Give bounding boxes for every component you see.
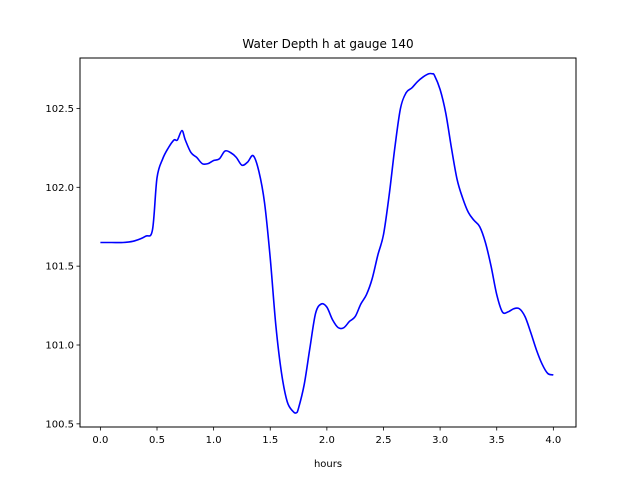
x-tick-label: 3.0 [432, 435, 448, 446]
y-axis-ticks: 100.5 101.0 101.5 102.0 102.5 [45, 104, 80, 430]
y-tick-label: 101.5 [45, 262, 74, 273]
x-tick-label: 2.5 [376, 435, 392, 446]
y-tick-label: 100.5 [45, 419, 74, 430]
x-axis-ticks: 0.0 0.5 1.0 1.5 2.0 2.5 3.0 3.5 4.0 [92, 427, 561, 446]
x-tick-label: 1.0 [206, 435, 222, 446]
chart-title: Water Depth h at gauge 140 [242, 37, 413, 51]
y-tick-label: 102.0 [45, 183, 74, 194]
x-tick-label: 2.0 [319, 435, 335, 446]
y-tick-label: 102.5 [45, 104, 74, 115]
series-layer [100, 72, 554, 414]
y-tick-label: 101.0 [45, 341, 74, 352]
series-line [100, 72, 554, 414]
x-tick-label: 3.5 [489, 435, 505, 446]
plot-area [79, 57, 577, 428]
x-tick-label: 1.5 [262, 435, 278, 446]
x-tick-label: 0.0 [92, 435, 108, 446]
x-tick-label: 0.5 [149, 435, 165, 446]
x-tick-label: 4.0 [545, 435, 561, 446]
x-axis-label: hours [314, 459, 342, 470]
